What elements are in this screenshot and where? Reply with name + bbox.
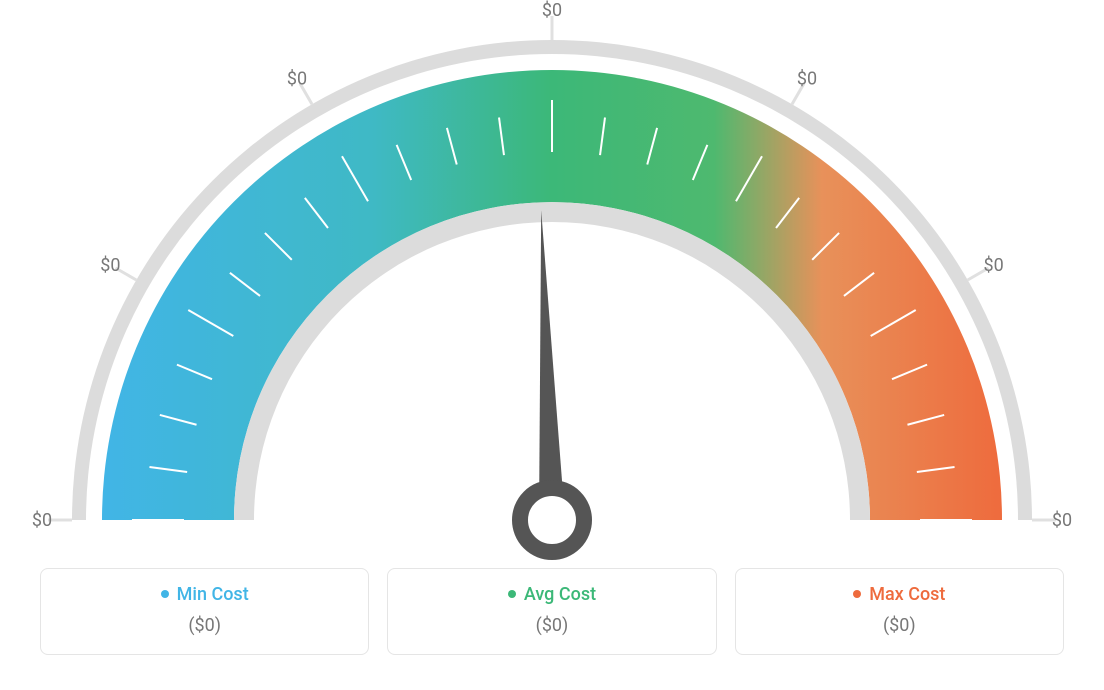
tick-label: $0 [797,68,817,89]
legend-title-text: Avg Cost [524,584,596,605]
tick-label: $0 [100,255,120,276]
tick-label: $0 [984,255,1004,276]
legend-dot-icon [853,590,861,598]
legend-title: Max Cost [853,584,945,605]
tick-label: $0 [287,68,307,89]
legend-title: Avg Cost [508,584,596,605]
tick-label: $0 [1052,510,1072,531]
legend-value: ($0) [59,615,350,636]
tick-label: $0 [32,510,52,531]
gauge-svg: $0 $0 $0 $0 $0 $0 $0 [0,0,1104,560]
legend-value: ($0) [754,615,1045,636]
legend-title-text: Max Cost [869,584,945,605]
legend-card-min-cost: Min Cost ($0) [40,568,369,655]
needle-hub [520,488,584,552]
legend-card-max-cost: Max Cost ($0) [735,568,1064,655]
tick-label: $0 [542,0,562,21]
legend-title: Min Cost [161,584,249,605]
gauge-chart: $0 $0 $0 $0 $0 $0 $0 [0,0,1104,560]
legend-dot-icon [161,590,169,598]
needle [539,210,565,520]
legend-value: ($0) [406,615,697,636]
legend-dot-icon [508,590,516,598]
legend-row: Min Cost ($0) Avg Cost ($0) Max Cost ($0) [0,568,1104,655]
legend-card-avg-cost: Avg Cost ($0) [387,568,716,655]
legend-title-text: Min Cost [177,584,249,605]
